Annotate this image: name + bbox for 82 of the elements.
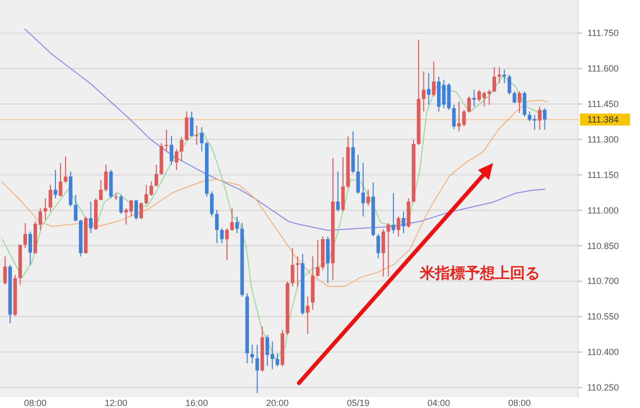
candlestick <box>225 228 229 260</box>
candlestick <box>492 66 496 93</box>
y-tick-label: 110.550 <box>587 312 619 322</box>
candlestick <box>498 66 502 84</box>
candlestick <box>58 162 62 198</box>
x-tick-label: 04:00 <box>428 398 450 408</box>
candlestick <box>361 162 365 217</box>
candlestick <box>88 201 93 234</box>
candlestick <box>518 90 522 114</box>
candlestick <box>180 136 184 162</box>
candlestick <box>508 74 512 96</box>
candlestick <box>139 202 144 220</box>
x-tick-label: 16:00 <box>185 398 208 408</box>
candlestick <box>164 129 168 152</box>
x-tick-label: 08:00 <box>24 398 47 408</box>
y-tick-label: 111.150 <box>587 170 619 180</box>
candlestick <box>230 208 234 232</box>
candlestick <box>542 108 547 130</box>
candlestick <box>452 104 456 130</box>
candlestick <box>512 90 516 104</box>
y-tick-label: 110.250 <box>587 382 619 393</box>
annotation: 米指標予想上回る <box>419 264 540 282</box>
candlestick <box>200 126 204 152</box>
y-tick-label: 111.750 <box>587 28 619 38</box>
candlestick <box>296 256 300 287</box>
candlestick <box>386 222 390 277</box>
y-tick-label: 110.400 <box>587 347 619 358</box>
x-tick-label: 12:00 <box>104 398 128 408</box>
candlestick <box>154 164 158 187</box>
x-tick-label: 20:00 <box>266 398 289 408</box>
candlestick <box>48 184 52 212</box>
candlestick <box>99 179 103 201</box>
candlestick <box>426 72 431 106</box>
candlestick <box>104 164 108 192</box>
candlestick <box>134 199 138 220</box>
candlestick <box>316 239 320 277</box>
candlestick <box>235 216 239 234</box>
candlestick <box>190 111 194 138</box>
candlestick <box>502 69 506 84</box>
candlestick <box>119 194 123 214</box>
y-tick-label: 111.300 <box>587 134 619 144</box>
candlestick <box>467 96 471 113</box>
candlestick <box>255 344 260 394</box>
candlestick <box>194 125 198 146</box>
candlestick <box>3 256 7 286</box>
candlestick <box>54 169 58 199</box>
candlestick <box>215 209 219 244</box>
candlestick <box>356 154 360 194</box>
ref-line-label: 111.384 <box>587 114 619 125</box>
candlestick <box>341 156 345 212</box>
candlestick <box>290 248 294 287</box>
candlestick <box>392 192 396 234</box>
candlestick <box>382 228 386 277</box>
candlestick <box>376 233 380 259</box>
y-tick-label: 110.850 <box>587 240 619 251</box>
x-tick-label: 08:00 <box>508 398 531 408</box>
y-tick-label: 111.000 <box>587 205 619 216</box>
candlestick <box>422 70 426 112</box>
x-tick-label: 05/19 <box>346 398 370 408</box>
candlestick <box>276 352 280 368</box>
candlestick <box>522 90 526 117</box>
candlestick <box>306 296 310 334</box>
candlestick <box>184 111 188 141</box>
candlestick <box>28 231 32 266</box>
candlestick <box>170 135 174 166</box>
candlestick <box>402 210 406 234</box>
candlestick <box>23 222 28 249</box>
y-tick-label: 110.700 <box>587 276 619 286</box>
candlestick <box>396 216 400 238</box>
candlestick <box>74 194 78 222</box>
candlestick <box>174 148 178 170</box>
candlestick <box>64 156 68 184</box>
y-tick-label: 111.450 <box>587 98 619 109</box>
candlestick <box>210 190 214 217</box>
candlestick <box>44 198 48 220</box>
candlestick <box>336 171 340 212</box>
candlestick <box>366 189 370 206</box>
candlestick <box>250 344 254 364</box>
candlestick <box>432 60 436 97</box>
y-tick-label: 111.600 <box>587 64 619 74</box>
candlestick <box>538 106 542 130</box>
candlestick <box>220 228 224 244</box>
